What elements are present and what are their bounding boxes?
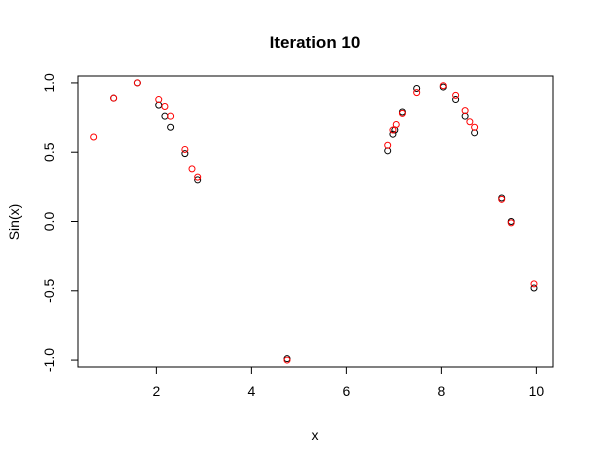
data-point-red <box>439 82 447 90</box>
data-point-red <box>161 102 169 110</box>
data-point-red <box>283 356 291 364</box>
data-point-red <box>413 89 421 97</box>
plot-frame <box>77 75 554 368</box>
data-point-red <box>188 165 196 173</box>
data-point-black <box>452 96 460 104</box>
x-tick-label: 2 <box>152 383 160 399</box>
data-point-black <box>413 84 421 92</box>
data-point-black <box>389 130 397 138</box>
data-point-red <box>507 219 515 227</box>
x-axis-label: x <box>312 427 319 443</box>
x-tick-label: 8 <box>437 383 445 399</box>
data-point-red <box>398 109 406 117</box>
data-point-red <box>498 195 506 203</box>
data-point-red <box>389 126 397 134</box>
data-point-red <box>461 107 469 115</box>
y-axis-label: Sin(x) <box>6 204 22 241</box>
data-point-red <box>90 133 98 141</box>
data-point-red <box>392 121 400 128</box>
data-point-red <box>181 145 189 153</box>
data-point-red <box>194 173 202 181</box>
data-point-red <box>167 112 175 120</box>
y-tick-label: -1.0 <box>41 348 57 372</box>
data-point-red <box>466 118 474 126</box>
data-point-red <box>384 141 392 149</box>
data-point-red <box>530 280 538 288</box>
data-point-black <box>194 176 202 184</box>
data-point-red <box>471 123 479 131</box>
data-point-red <box>155 96 163 104</box>
x-tick-label: 4 <box>247 383 255 399</box>
data-point-red <box>133 79 141 87</box>
y-tick-label: 0.0 <box>41 212 57 232</box>
chart-title: Iteration 10 <box>270 33 361 52</box>
data-points <box>90 79 538 364</box>
data-point-red <box>110 94 118 102</box>
x-tick-label: 10 <box>529 383 545 399</box>
x-axis: 2 4 6 8 10 <box>152 366 545 399</box>
data-point-black <box>161 112 169 120</box>
data-point-black <box>181 150 189 158</box>
data-point-red <box>452 91 460 99</box>
x-tick-label: 6 <box>342 383 350 399</box>
y-tick-label: 1.0 <box>41 73 57 93</box>
data-point-black <box>530 284 538 292</box>
y-axis: -1.0 -0.5 0.0 0.5 1.0 <box>41 73 79 372</box>
y-tick-label: -0.5 <box>41 279 57 303</box>
y-tick-label: 0.5 <box>41 142 57 162</box>
data-point-black <box>167 123 175 131</box>
